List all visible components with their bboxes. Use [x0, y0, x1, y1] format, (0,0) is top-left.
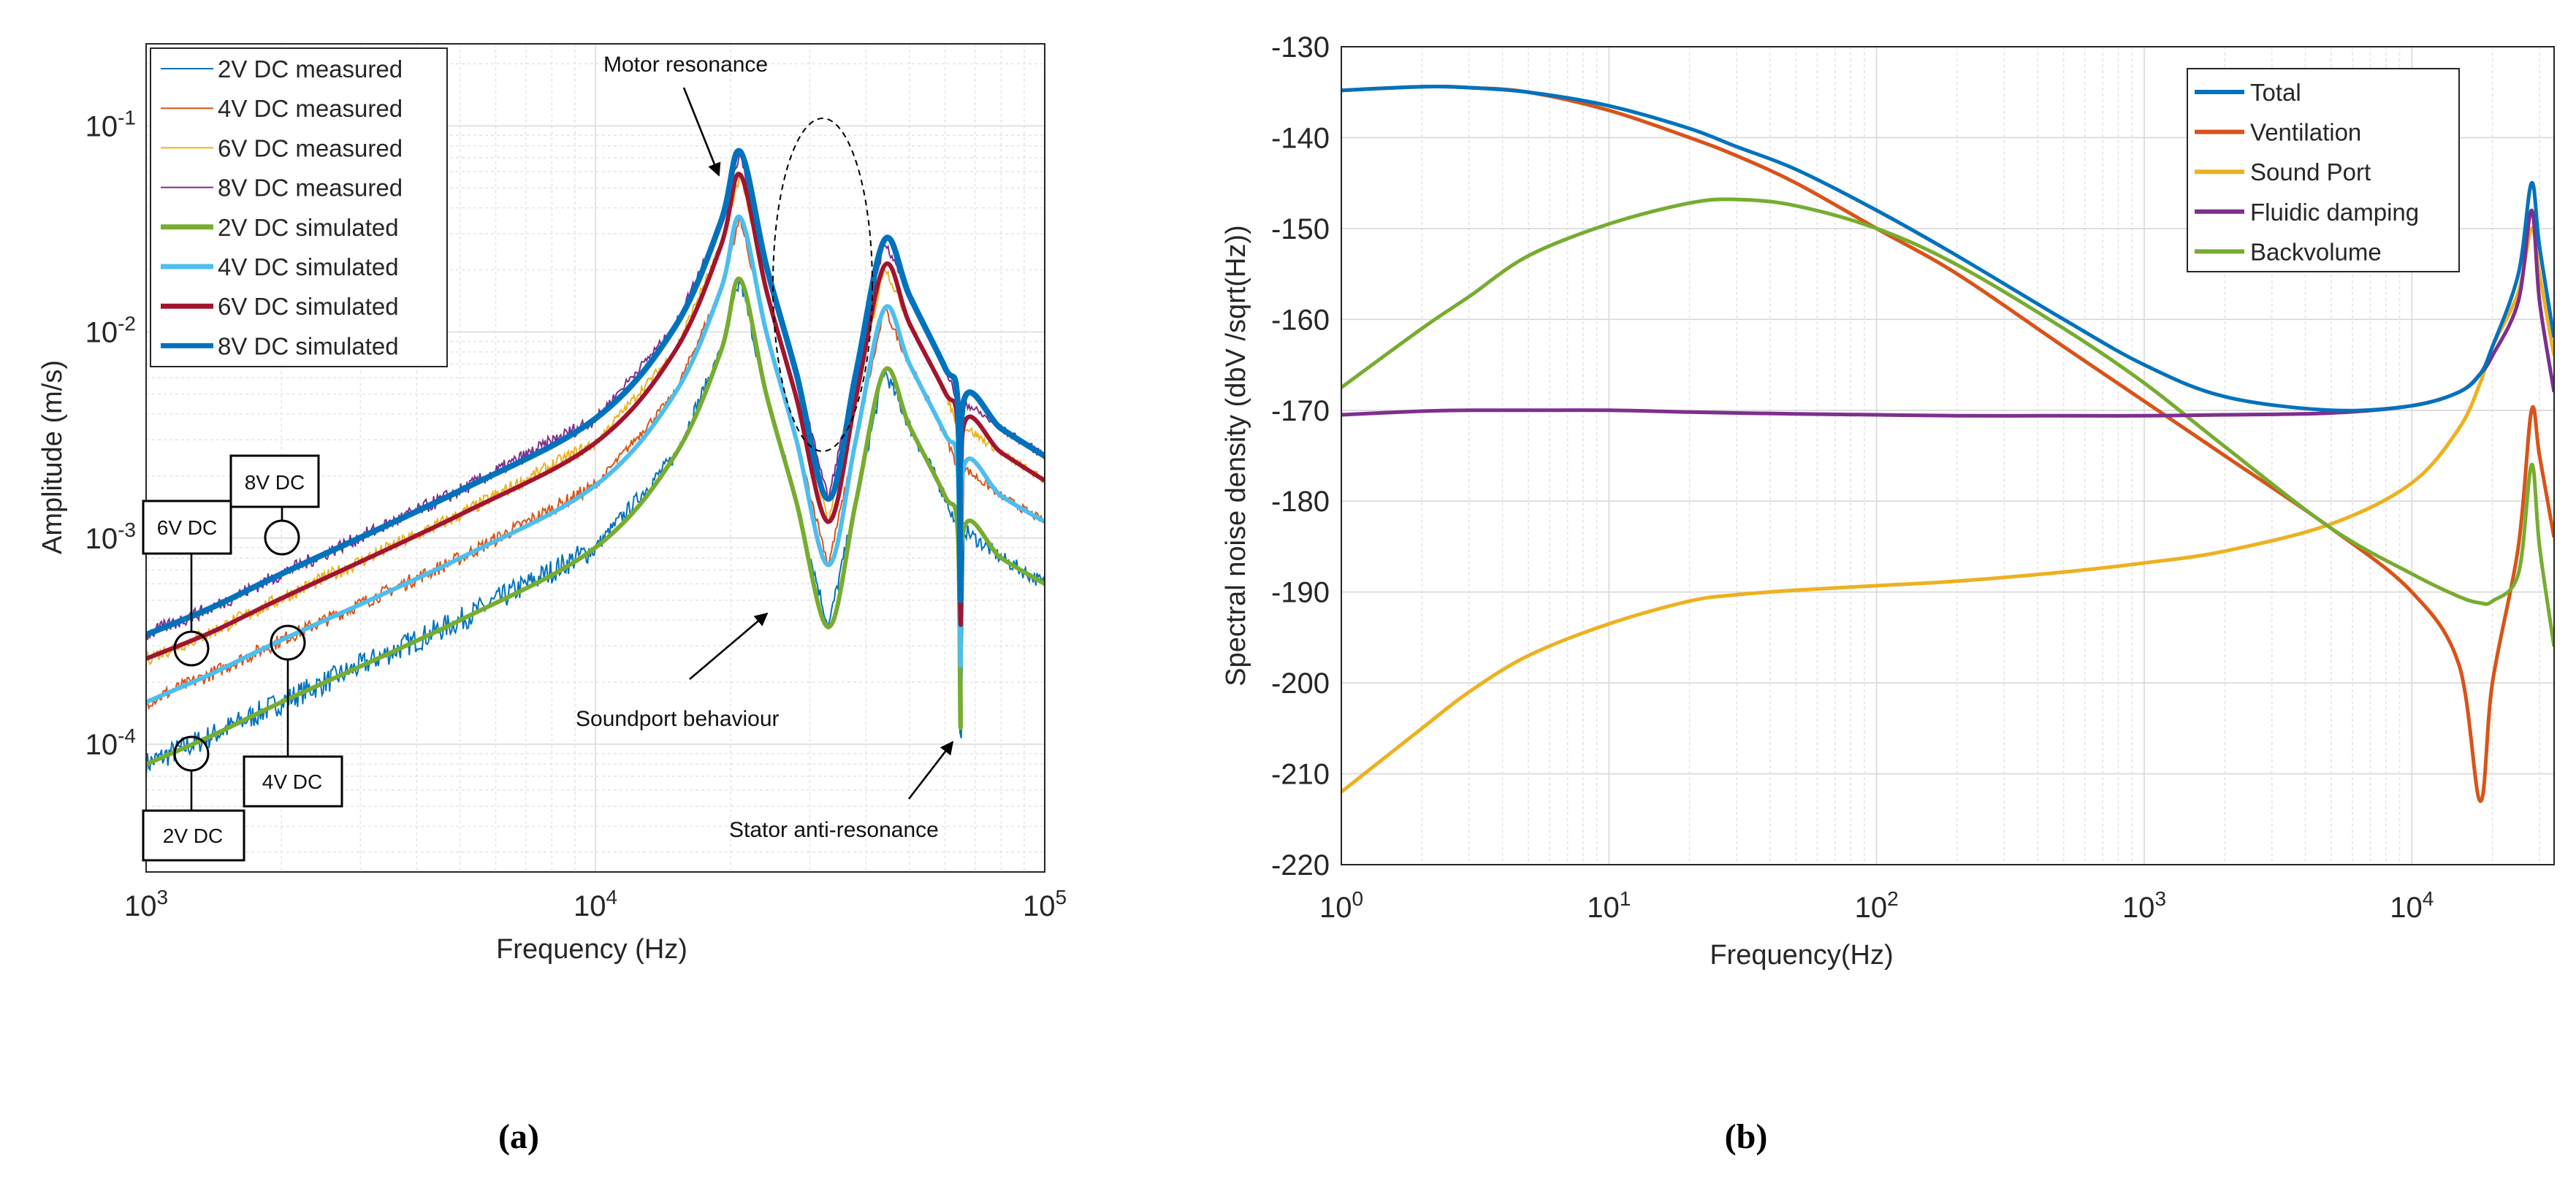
- y-tick-label: -180: [1271, 486, 1330, 518]
- stator-arrow: [907, 741, 954, 800]
- x-axis-label-b: Frequency(Hz): [1710, 940, 1893, 971]
- box-8v: [229, 454, 320, 508]
- box-2v-label: 2V DC: [163, 825, 223, 847]
- chart-b: 100 101 102 103 104 -130 -140 -150 -160 -170 -180 -…: [1221, 31, 2555, 971]
- chart-a: 103 104 105 10-4 10-3 10-2 10-1 Amplitude (m/s…: [37, 43, 1067, 965]
- legend-label: 8V DC measured: [218, 175, 403, 202]
- axes-box-b: [1341, 46, 2555, 865]
- y-tick-label: 10-4: [85, 724, 136, 761]
- y-tick-label: 10-3: [85, 519, 136, 555]
- legend-label: 2V DC measured: [218, 56, 403, 83]
- circle-2v: [173, 735, 210, 772]
- legend-label: Sound Port: [2250, 158, 2371, 185]
- box-4v-label: 4V DC: [262, 770, 322, 793]
- legend-a: 2V DC measured 4V DC measured 6V DC measur…: [150, 47, 448, 367]
- legend-label: 4V DC measured: [218, 95, 403, 122]
- y-tick-label: -220: [1271, 849, 1330, 881]
- box-8v-label: 8V DC: [245, 471, 305, 494]
- legend-label: Fluidic damping: [2250, 199, 2419, 226]
- x-tick-label: 100: [1319, 887, 1363, 924]
- series-line-fluidic-damping: [1341, 208, 2554, 418]
- series-line-6v-dc-measured: [146, 176, 1045, 666]
- box-2v: [142, 809, 245, 862]
- caption-b: (b): [1725, 1117, 1768, 1156]
- legend-label: 2V DC simulated: [218, 214, 399, 241]
- x-tick-label: 104: [573, 886, 617, 922]
- x-tick-label: 103: [124, 886, 168, 922]
- series-line-6v-dc-simulated: [146, 172, 1045, 661]
- y-tick-label: -160: [1271, 304, 1330, 336]
- soundport-arrow: [689, 612, 769, 680]
- circle-8v: [264, 519, 300, 556]
- y-tick-label: -140: [1271, 122, 1330, 154]
- stator-label: Stator anti-resonance: [729, 818, 939, 842]
- series-a: [146, 148, 1045, 777]
- box-4v: [243, 755, 343, 808]
- legend-label: Ventilation: [2250, 119, 2361, 146]
- series-b: [1341, 85, 2554, 803]
- annotations-a: [142, 87, 954, 862]
- y-tick-label: -150: [1271, 213, 1330, 245]
- series-line-ventilation: [1341, 85, 2554, 803]
- y-tick-label: -190: [1271, 577, 1330, 609]
- axes-box-a: [145, 43, 1045, 873]
- x-tick-label: 104: [2390, 887, 2434, 924]
- ticks-b: 100 101 102 103 104 -130 -140 -150 -160 -170 -180 -…: [1271, 31, 2434, 924]
- y-tick-label: -210: [1271, 759, 1330, 791]
- x-tick-label: 101: [1587, 887, 1631, 924]
- y-tick-label: -200: [1271, 667, 1330, 700]
- motor-resonance-label: Motor resonance: [603, 53, 768, 77]
- circle-6v: [173, 630, 210, 667]
- y-axis-label-a: Amplitude (m/s): [37, 360, 68, 554]
- x-tick-label: 103: [2122, 887, 2166, 924]
- y-tick-label: 10-2: [85, 313, 136, 349]
- soundport-ellipse: [772, 118, 873, 452]
- series-line-total: [1341, 85, 2554, 413]
- legend-label: Total: [2250, 79, 2301, 106]
- series-line-8v-dc-simulated: [146, 148, 1045, 638]
- motor-arrow: [682, 87, 721, 177]
- box-6v-label: 6V DC: [157, 516, 217, 539]
- x-axis-label-a: Frequency (Hz): [496, 934, 687, 965]
- series-line-2v-dc-simulated: [146, 276, 1045, 767]
- legend-label: 6V DC measured: [218, 134, 403, 161]
- box-6v: [142, 500, 232, 555]
- legend-label: Backvolume: [2250, 238, 2382, 265]
- y-tick-label: 10-1: [85, 106, 136, 142]
- y-tick-label: -170: [1271, 395, 1330, 427]
- series-line-4v-dc-simulated: [146, 214, 1045, 705]
- circle-4v: [270, 624, 306, 661]
- legend-label: 8V DC simulated: [218, 332, 399, 359]
- x-tick-label: 102: [1855, 887, 1899, 924]
- legend-label: 6V DC simulated: [218, 293, 399, 320]
- ticks-a: 103 104 105 10-4 10-3 10-2 10-1: [85, 106, 1067, 922]
- legend-b: Total Ventilation Sound Port Fluidic dampin…: [2187, 68, 2460, 272]
- x-tick-label: 105: [1023, 886, 1067, 922]
- y-axis-label-b: Spectral noise density (dbV /sqrt(Hz)): [1221, 225, 1251, 686]
- y-tick-label: -130: [1271, 31, 1330, 64]
- series-line-backvolume: [1341, 197, 2554, 647]
- soundport-label: Soundport behaviour: [576, 707, 780, 731]
- grid-a: [145, 44, 1045, 872]
- legend-label: 4V DC simulated: [218, 253, 399, 280]
- caption-a: (a): [498, 1117, 539, 1156]
